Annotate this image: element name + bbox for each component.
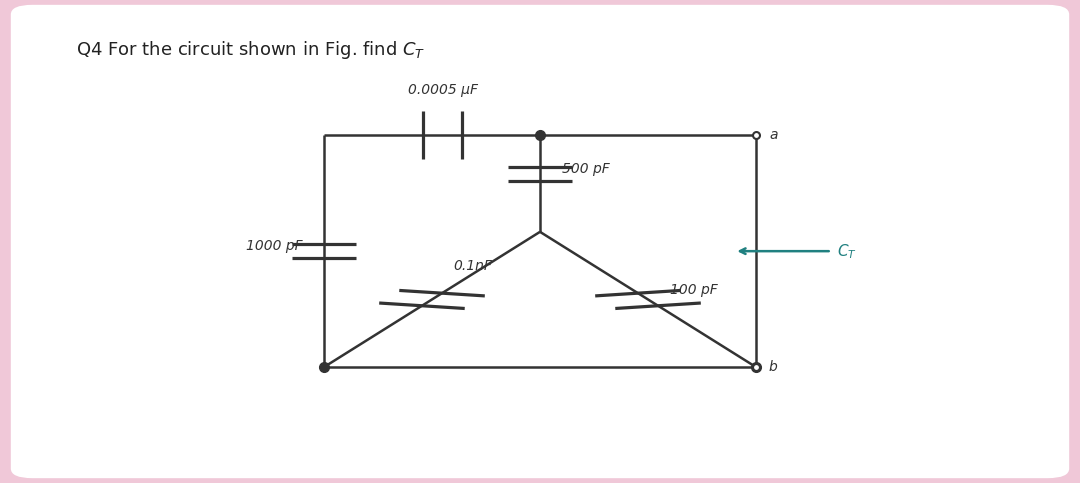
Text: 1000 pF: 1000 pF: [246, 240, 302, 253]
Text: $C_T$: $C_T$: [837, 242, 856, 260]
Text: 500 pF: 500 pF: [562, 162, 609, 176]
Text: a: a: [769, 128, 778, 142]
Text: Q4 For the circuit shown in Fig. find $C_T$: Q4 For the circuit shown in Fig. find $C…: [76, 39, 426, 61]
Text: b: b: [769, 360, 778, 374]
Text: 100 pF: 100 pF: [670, 283, 717, 297]
Text: 0.0005 μF: 0.0005 μF: [408, 83, 477, 97]
Text: 0.1nF: 0.1nF: [454, 259, 492, 273]
